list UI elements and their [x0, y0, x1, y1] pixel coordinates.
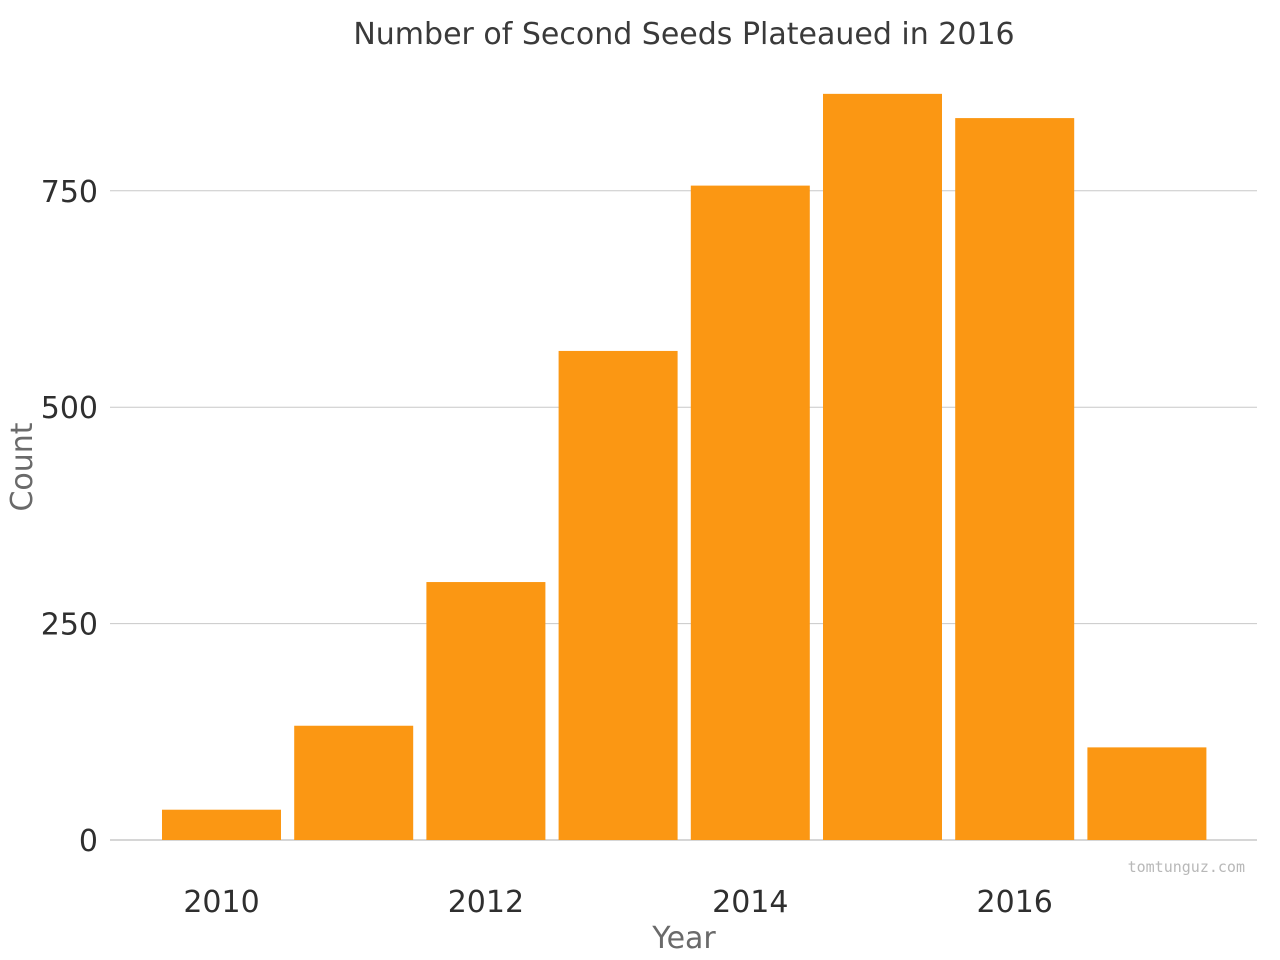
bar [823, 93, 942, 841]
y-axis-label: Count [5, 422, 40, 511]
bar [558, 350, 678, 840]
y-tick-label: 750 [41, 175, 98, 210]
x-axis-label: Year [651, 921, 716, 956]
y-tick-label: 500 [41, 391, 98, 426]
x-tick-label: 2016 [977, 885, 1053, 920]
y-axis-ticks: 0 250 500 750 [41, 175, 98, 859]
bars [162, 93, 1207, 841]
y-tick-label: 0 [79, 824, 98, 859]
gridlines [110, 190, 1257, 841]
watermark: tomtunguz.com [1128, 858, 1245, 876]
bar [162, 809, 281, 840]
x-tick-label: 2012 [448, 885, 524, 920]
y-tick-label: 250 [41, 608, 98, 643]
x-axis-ticks: 2010 2012 2014 2016 [183, 885, 1053, 920]
bar [690, 185, 810, 841]
bar [294, 725, 414, 840]
bar [1087, 747, 1207, 840]
chart-title: Number of Second Seeds Plateaued in 2016 [353, 17, 1014, 52]
bar [955, 118, 1075, 840]
x-tick-label: 2014 [712, 885, 788, 920]
x-tick-label: 2010 [183, 885, 259, 920]
bar [426, 582, 546, 840]
